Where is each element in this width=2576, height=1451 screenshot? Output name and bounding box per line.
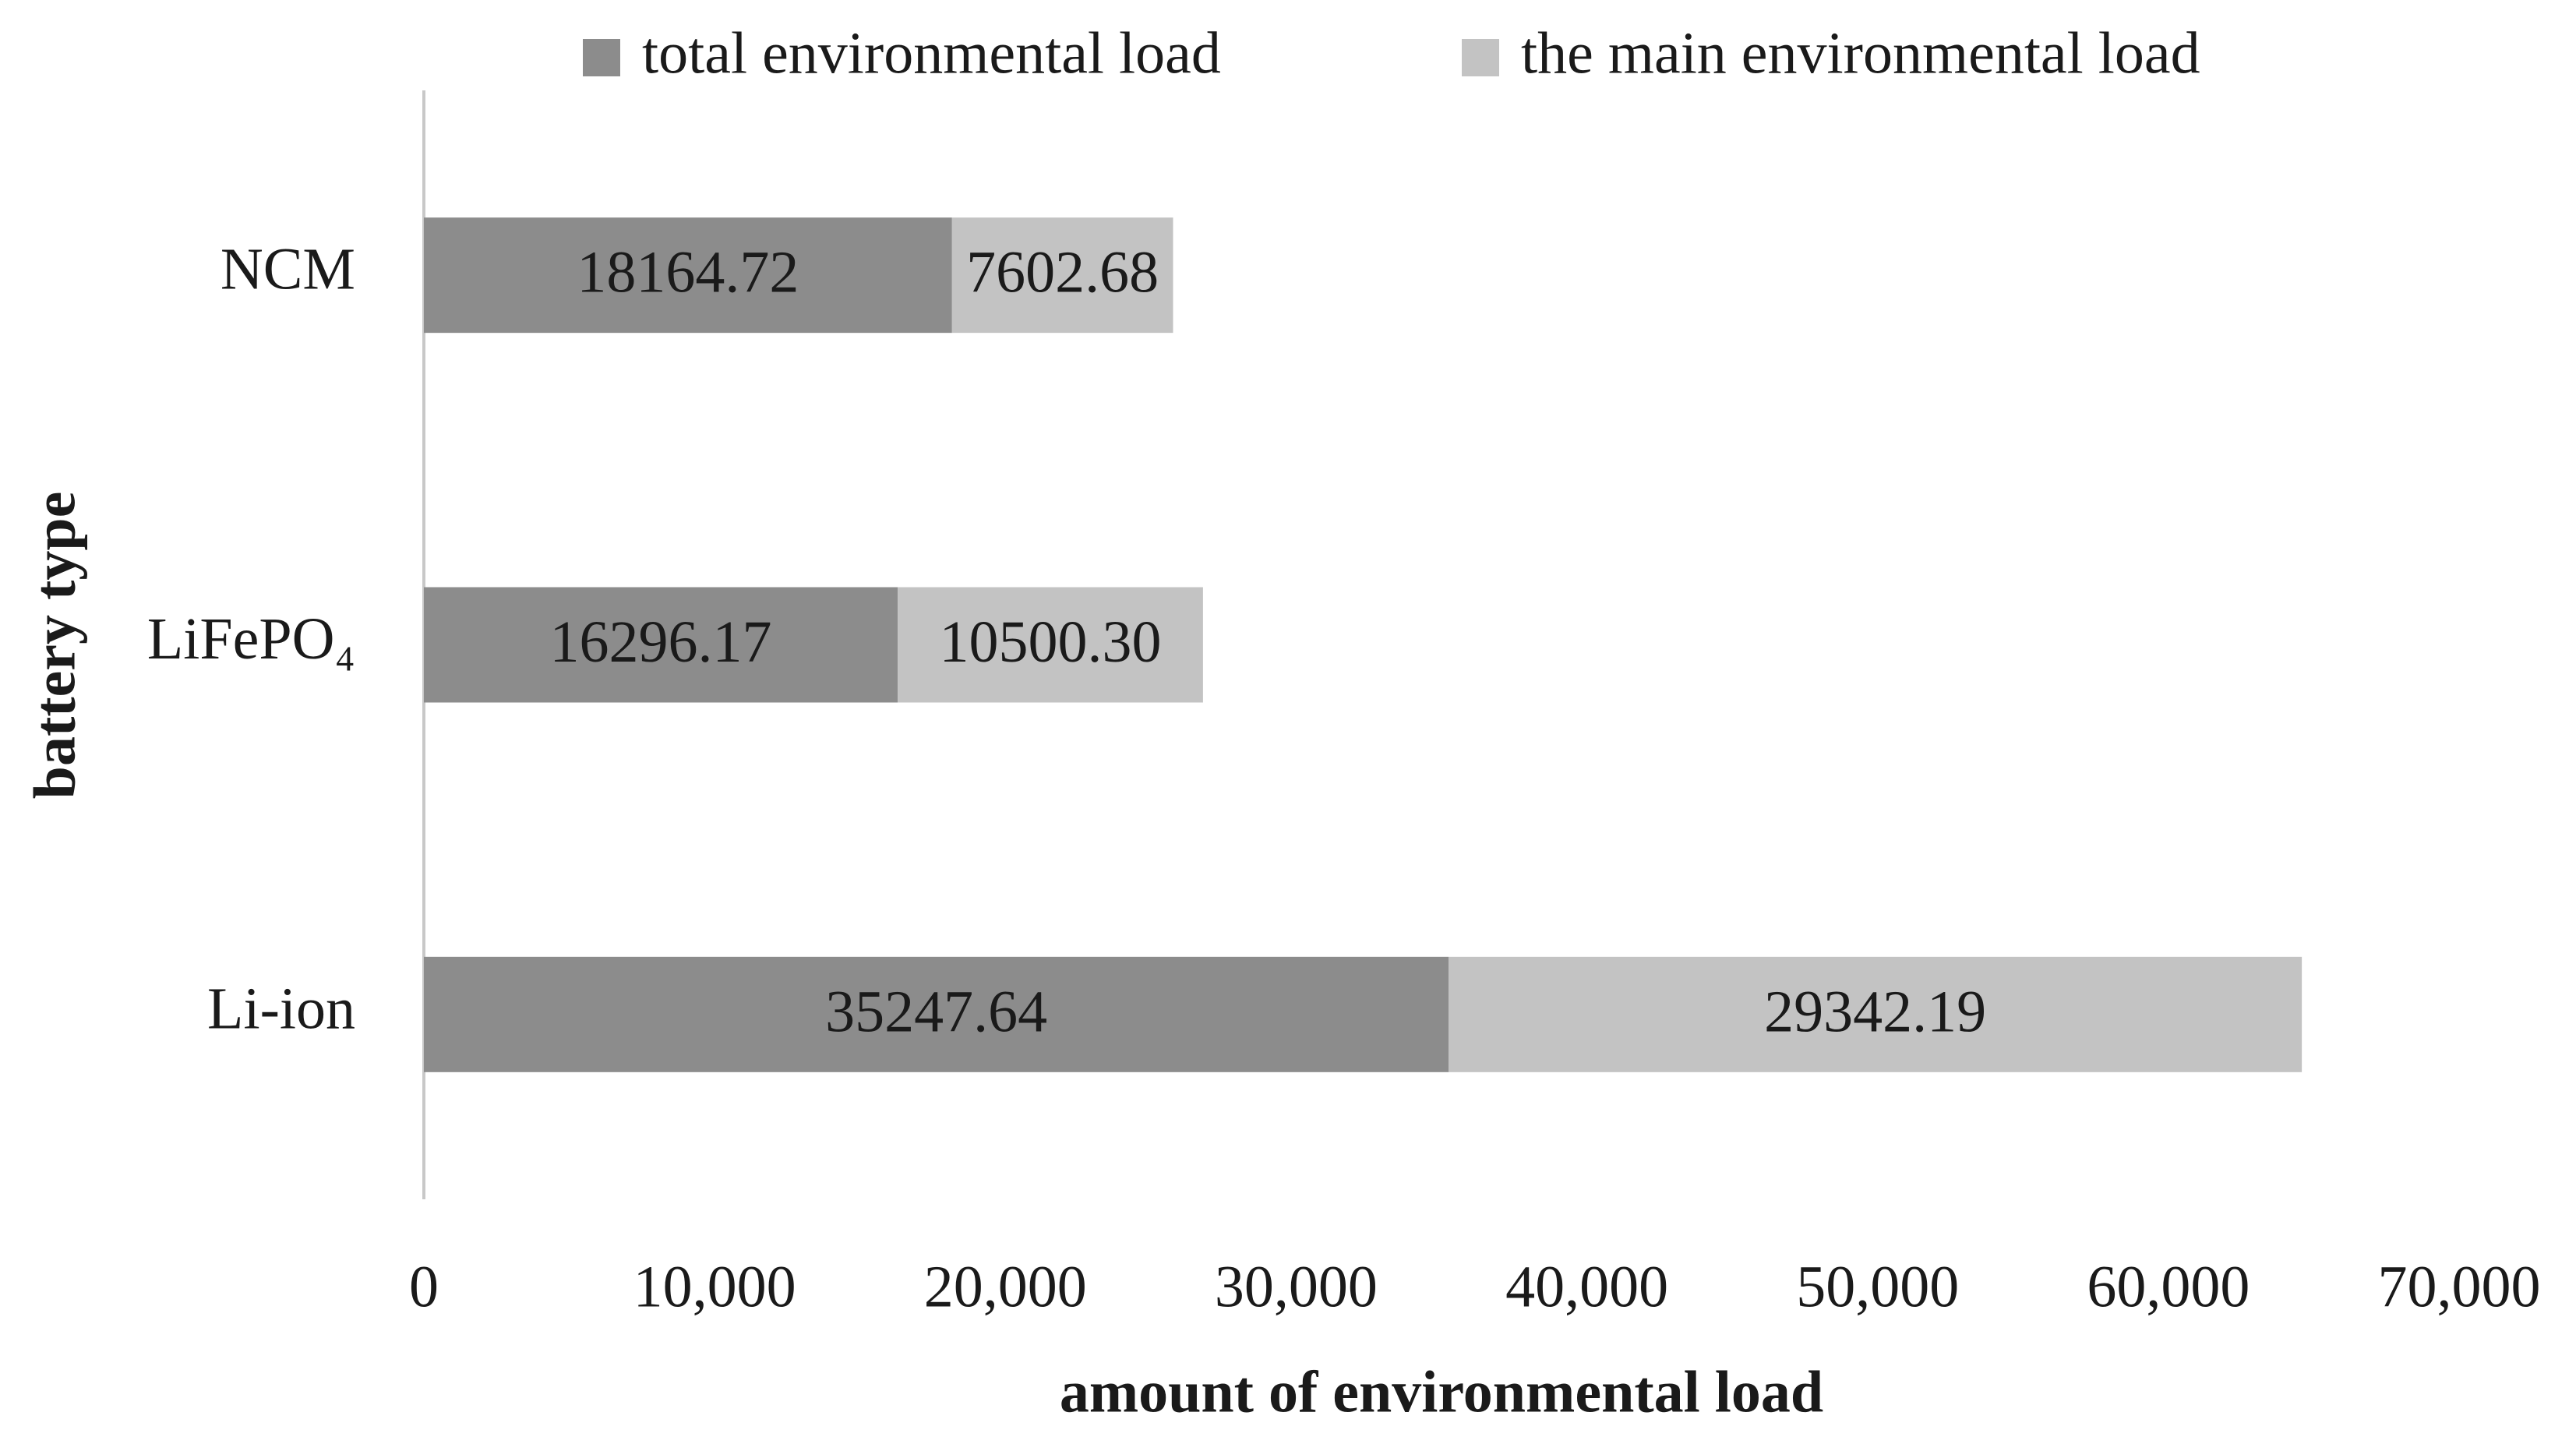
data-label: 35247.64 [825, 979, 1047, 1044]
x-tick-label: 10,000 [633, 1254, 796, 1319]
legend-label: the main environmental load [1521, 20, 2200, 86]
y-axis-title: battery type [22, 492, 87, 800]
x-tick-label: 70,000 [2378, 1254, 2541, 1319]
x-tick-label: 40,000 [1505, 1254, 1668, 1319]
x-tick-label: 30,000 [1215, 1254, 1378, 1319]
bar-segment [424, 217, 952, 334]
data-label: 10500.30 [939, 609, 1161, 675]
bar-segment [424, 587, 898, 703]
bar-segment [898, 587, 1203, 703]
legend-swatch [1462, 39, 1499, 76]
bar-segment [424, 956, 1449, 1072]
legend-swatch [583, 39, 620, 76]
x-tick-label: 0 [409, 1254, 439, 1319]
x-tick-label: 50,000 [1796, 1254, 1959, 1319]
x-tick-label: 20,000 [924, 1254, 1087, 1319]
legend-label: total environmental load [642, 20, 1221, 86]
data-label: 29342.19 [1764, 979, 1986, 1044]
data-label: 18164.72 [577, 240, 799, 305]
bar-segment [951, 217, 1173, 334]
x-axis-title: amount of environmental load [1060, 1359, 1823, 1425]
bar-segment [1449, 956, 2303, 1072]
data-label: 7602.68 [966, 240, 1159, 305]
y-tick-label: NCM [221, 237, 355, 302]
x-tick-label: 60,000 [2087, 1254, 2250, 1319]
data-label: 16296.17 [550, 609, 772, 675]
y-tick-label: Li-ion [207, 976, 355, 1041]
y-tick-label: LiFePO₄ [147, 606, 355, 672]
